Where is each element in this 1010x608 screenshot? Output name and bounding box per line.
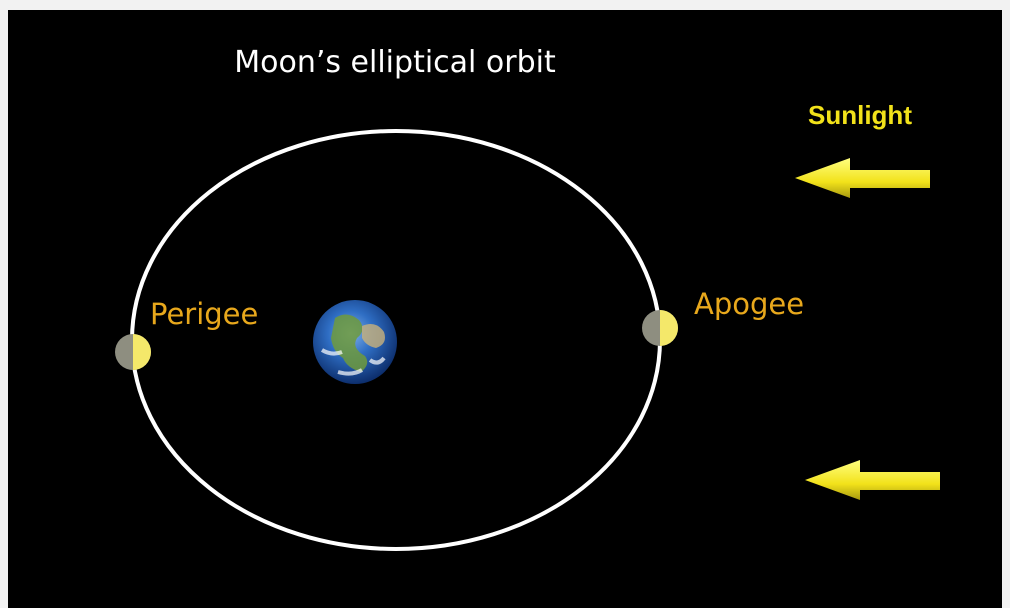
moon-perigee bbox=[115, 334, 151, 370]
apogee-label: Apogee bbox=[694, 287, 804, 321]
title: Moon’s elliptical orbit bbox=[234, 45, 556, 80]
moon-apogee bbox=[642, 310, 678, 346]
diagram: Moon’s elliptical orbit Perigee Apogee S… bbox=[0, 0, 1010, 608]
sunlight-label: Sunlight bbox=[808, 100, 912, 130]
perigee-label: Perigee bbox=[150, 297, 258, 331]
earth bbox=[313, 300, 397, 384]
